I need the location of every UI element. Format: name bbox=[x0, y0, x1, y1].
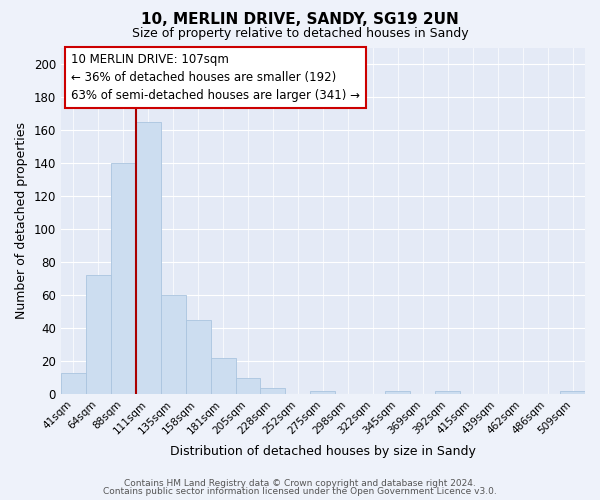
Bar bbox=[260, 388, 286, 394]
Bar bbox=[310, 391, 335, 394]
Y-axis label: Number of detached properties: Number of detached properties bbox=[15, 122, 28, 320]
Bar bbox=[61, 373, 86, 394]
Text: Contains public sector information licensed under the Open Government Licence v3: Contains public sector information licen… bbox=[103, 487, 497, 496]
Bar bbox=[185, 320, 211, 394]
Bar bbox=[211, 358, 236, 395]
Bar bbox=[236, 378, 260, 394]
Bar bbox=[111, 163, 136, 394]
X-axis label: Distribution of detached houses by size in Sandy: Distribution of detached houses by size … bbox=[170, 444, 476, 458]
Bar bbox=[435, 391, 460, 394]
Text: Size of property relative to detached houses in Sandy: Size of property relative to detached ho… bbox=[131, 28, 469, 40]
Bar bbox=[86, 276, 111, 394]
Bar bbox=[560, 391, 585, 394]
Text: 10, MERLIN DRIVE, SANDY, SG19 2UN: 10, MERLIN DRIVE, SANDY, SG19 2UN bbox=[141, 12, 459, 28]
Bar bbox=[161, 296, 185, 394]
Text: Contains HM Land Registry data © Crown copyright and database right 2024.: Contains HM Land Registry data © Crown c… bbox=[124, 478, 476, 488]
Text: 10 MERLIN DRIVE: 107sqm
← 36% of detached houses are smaller (192)
63% of semi-d: 10 MERLIN DRIVE: 107sqm ← 36% of detache… bbox=[71, 52, 360, 102]
Bar bbox=[385, 391, 410, 394]
Bar bbox=[136, 122, 161, 394]
